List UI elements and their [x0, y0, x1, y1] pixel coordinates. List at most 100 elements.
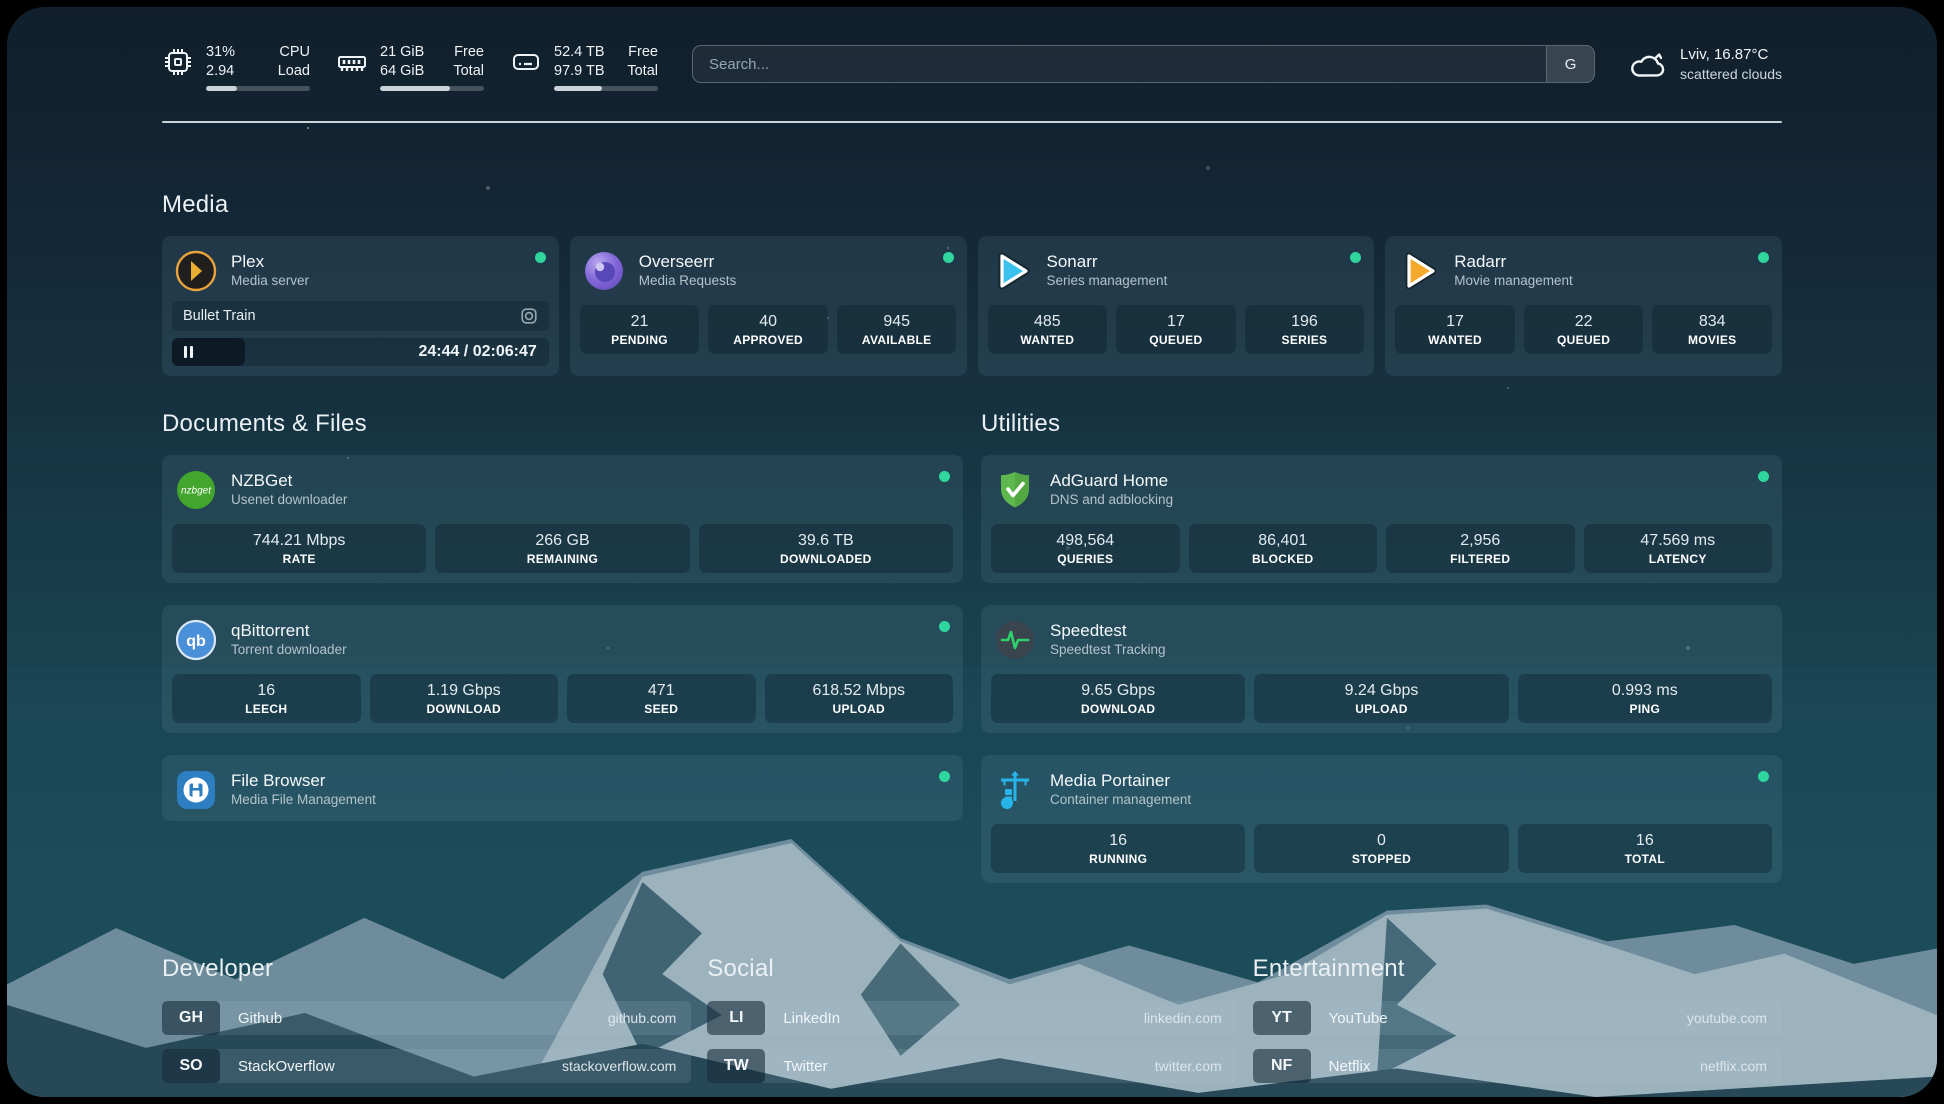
memory-progress — [380, 86, 484, 91]
mountain-background — [7, 667, 1937, 1097]
overseerr-icon — [583, 250, 625, 292]
stat-box: 16 LEECH — [172, 674, 361, 723]
service-description: Media File Management — [231, 792, 376, 807]
service-card-adguard[interactable]: AdGuard Home DNS and adblocking 498,564 … — [981, 455, 1782, 583]
cpu-values: 31% 2.94 — [206, 44, 236, 79]
svg-text:qb: qb — [186, 633, 206, 650]
entertainment-group: Entertainment YT YouTube youtube.com NF … — [1252, 955, 1782, 1097]
memory-widget: 21 GiB 64 GiB Free Total — [336, 43, 484, 91]
playback-time: 24:44 / 02:06:47 — [418, 343, 537, 360]
disk-widget: 52.4 TB 97.9 TB Free Total — [510, 43, 658, 91]
header-divider — [162, 121, 1782, 123]
bookmark-twitter[interactable]: TW Twitter twitter.com — [707, 1049, 1237, 1083]
resource-widgets: 31% 2.94 CPU Load — [162, 43, 658, 91]
section-title-developer: Developer — [162, 955, 274, 982]
stat-box: 40 APPROVED — [708, 305, 828, 354]
cpu-progress — [206, 86, 310, 91]
stat-box: 22 QUEUED — [1523, 305, 1644, 354]
developer-group: Developer GH Github github.com SO StackO… — [162, 955, 692, 1097]
service-card-overseerr[interactable]: Overseerr Media Requests 21 PENDING 40 A… — [569, 236, 967, 376]
disk-labels: Free Total — [627, 44, 658, 79]
service-card-plex[interactable]: Plex Media server Bullet Train — [162, 236, 559, 376]
stat-box: 9.24 Gbps UPLOAD — [1254, 674, 1509, 723]
bookmark-stackoverflow[interactable]: SO StackOverflow stackoverflow.com — [162, 1049, 692, 1083]
service-card-qbittorrent[interactable]: qb qBittorrent Torrent downloader — [162, 605, 963, 733]
service-card-sonarr[interactable]: Sonarr Series management 485 WANTED 17 Q… — [977, 236, 1375, 376]
bookmark-youtube[interactable]: YT YouTube youtube.com — [1252, 1001, 1782, 1035]
stat-box: 2,956 FILTERED — [1386, 524, 1575, 573]
stat-box: 834 MOVIES — [1652, 305, 1772, 354]
filebrowser-icon — [175, 769, 217, 811]
stat-box: 266 GB REMAINING — [435, 524, 690, 573]
service-name: Radarr — [1454, 252, 1507, 271]
status-dot — [939, 771, 950, 782]
stat-box: 0 STOPPED — [1254, 824, 1509, 873]
status-dot — [1350, 252, 1362, 263]
now-playing-row: Bullet Train — [172, 301, 549, 331]
weather-location: Lviv, 16.87°C — [1680, 46, 1769, 63]
radarr-icon — [1398, 250, 1440, 292]
service-card-portainer[interactable]: Media Portainer Container management 16 … — [981, 755, 1782, 883]
service-name: Sonarr — [1046, 252, 1098, 271]
status-dot — [1758, 252, 1769, 263]
stat-box: 16 RUNNING — [991, 824, 1246, 873]
weather-widget: Lviv, 16.87°C scattered clouds — [1627, 45, 1782, 83]
service-card-speedtest[interactable]: Speedtest Speedtest Tracking 9.65 Gbps D… — [981, 605, 1782, 733]
media-grid: Plex Media server Bullet Train — [162, 236, 1782, 376]
service-name: NZBGet — [231, 471, 293, 490]
status-dot — [1758, 771, 1769, 782]
status-dot — [942, 252, 954, 263]
social-group: Social LI LinkedIn linkedin.com TW Twitt… — [707, 955, 1237, 1097]
memory-icon — [338, 56, 366, 71]
bookmark-linkedin[interactable]: LI LinkedIn linkedin.com — [707, 1001, 1237, 1035]
service-description: Media server — [231, 273, 310, 288]
stat-box: 9.65 Gbps DOWNLOAD — [991, 674, 1246, 723]
service-card-radarr[interactable]: Radarr Movie management 17 WANTED 22 QUE… — [1385, 236, 1782, 376]
status-dot — [1758, 471, 1769, 482]
service-name: File Browser — [231, 771, 326, 790]
memory-values: 21 GiB 64 GiB — [380, 44, 425, 79]
stat-box: 485 WANTED — [987, 305, 1108, 354]
snow-specks — [307, 127, 309, 129]
service-card-nzbget[interactable]: nzbget NZBGet Usenet downloader 74 — [162, 455, 963, 583]
speedtest-icon — [994, 619, 1036, 661]
disk-icon — [513, 54, 539, 70]
disk-progress — [554, 86, 658, 91]
search-provider-button[interactable]: G — [1546, 46, 1595, 82]
stat-box: 618.52 Mbps UPLOAD — [764, 674, 953, 723]
memory-labels: Free Total — [453, 44, 484, 79]
pause-icon — [184, 346, 193, 358]
stat-box: 0.993 ms PING — [1517, 674, 1772, 723]
stat-box: 17 WANTED — [1395, 305, 1515, 354]
stat-box: 498,564 QUERIES — [991, 524, 1180, 573]
cpu-icon — [165, 49, 191, 75]
documents-column: Documents & Files nzbget — [162, 410, 963, 883]
playback-progress-bar: 24:44 / 02:06:47 — [172, 338, 549, 366]
disk-values: 52.4 TB 97.9 TB — [554, 44, 605, 79]
service-description: Torrent downloader — [231, 642, 347, 657]
now-playing-title: Bullet Train — [183, 308, 256, 324]
bookmark-netflix[interactable]: NF Netflix netflix.com — [1252, 1049, 1782, 1083]
service-name: Overseerr — [638, 252, 715, 271]
sonarr-icon — [991, 250, 1033, 292]
service-name: Speedtest — [1050, 621, 1127, 640]
service-description: Speedtest Tracking — [1050, 642, 1166, 657]
stat-box: 39.6 TB DOWNLOADED — [698, 524, 953, 573]
stat-box: 17 QUEUED — [1116, 305, 1236, 354]
search-input[interactable] — [693, 46, 1547, 82]
service-description: Media Requests — [638, 273, 737, 288]
service-card-filebrowser[interactable]: File Browser Media File Management — [162, 755, 963, 821]
cpu-widget: 31% 2.94 CPU Load — [162, 43, 310, 91]
top-bar: 31% 2.94 CPU Load — [162, 43, 1782, 91]
nzbget-icon: nzbget — [175, 469, 217, 511]
service-name: Media Portainer — [1050, 771, 1171, 790]
stat-box: 16 TOTAL — [1517, 824, 1772, 873]
portainer-icon — [994, 769, 1036, 811]
qbittorrent-icon: qb — [175, 619, 217, 661]
status-dot — [534, 252, 546, 263]
bookmark-github[interactable]: GH Github github.com — [162, 1001, 692, 1035]
cpu-labels: CPU Load — [277, 44, 310, 79]
service-name: qBittorrent — [231, 621, 310, 640]
svg-text:nzbget: nzbget — [181, 485, 212, 496]
section-title-utilities: Utilities — [981, 410, 1061, 437]
